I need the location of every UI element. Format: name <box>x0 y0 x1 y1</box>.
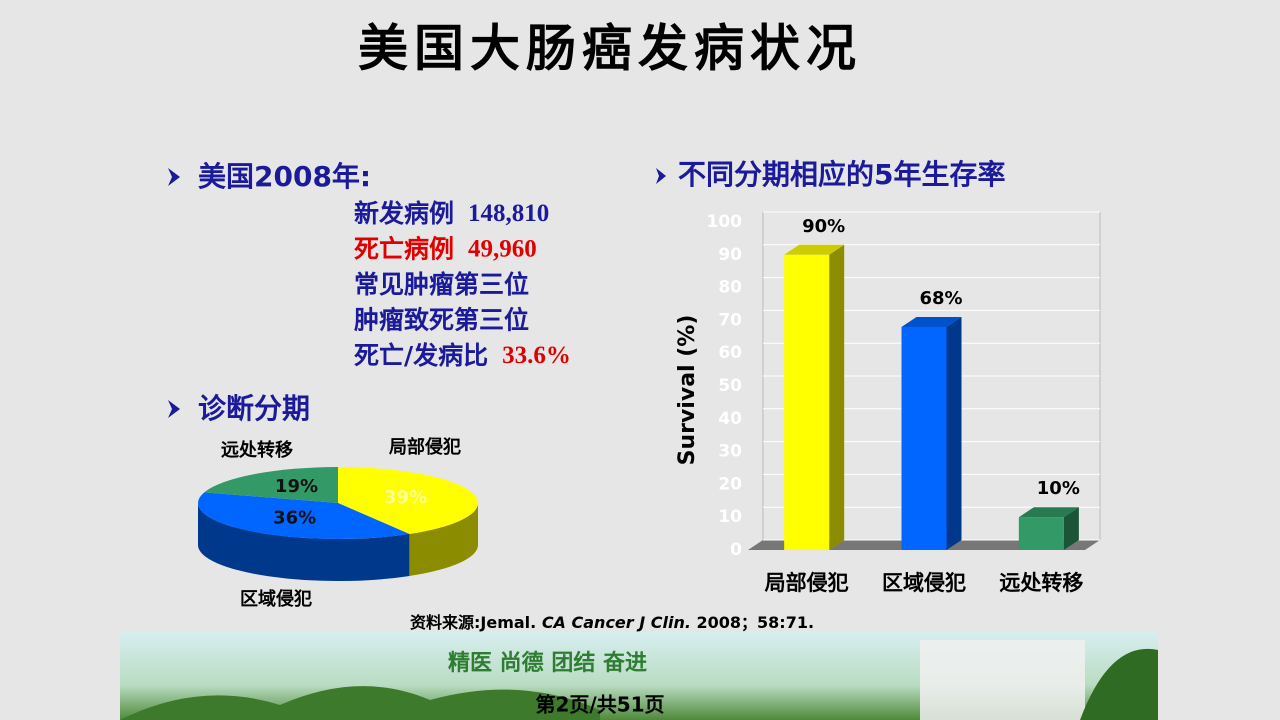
foliage <box>120 686 600 720</box>
y-tick-label: 0 <box>730 540 742 560</box>
stats-heading: 美国2008年: <box>198 160 371 193</box>
bar-side-shade <box>829 244 845 551</box>
source-part: CA Cancer J Clin. <box>542 613 691 632</box>
stats-label: 肿瘤致死第三位 <box>354 306 529 335</box>
bullet <box>168 400 180 418</box>
bar-top-shade <box>1018 507 1079 518</box>
pie-category-label: 局部侵犯 <box>389 436 461 458</box>
pie-slice <box>197 492 410 540</box>
x-tick-label: 远处转移 <box>999 571 1083 595</box>
stats-value: 49,960 <box>468 235 537 262</box>
pie-side <box>409 503 478 576</box>
y-tick-label: 90 <box>718 245 742 265</box>
y-tick-label: 60 <box>718 343 742 363</box>
source-part: 2008；58:71. <box>691 613 814 632</box>
x-tick-label: 区域侵犯 <box>882 571 966 595</box>
y-tick-label: 30 <box>718 442 742 462</box>
bar-side-shade <box>946 316 962 550</box>
chart-title: 诊断分期 <box>198 392 310 425</box>
y-tick-label: 80 <box>718 278 742 298</box>
bar-side <box>1063 507 1079 550</box>
stats-label: 常见肿瘤第三位 <box>354 270 529 299</box>
bar-top <box>1018 507 1079 518</box>
stats-line: 常见肿瘤第三位 <box>354 270 529 299</box>
stats-line: 肿瘤致死第三位 <box>354 306 529 335</box>
pie-value-label: 36% <box>273 508 316 529</box>
y-tick-label: 100 <box>707 212 743 232</box>
bar <box>1018 517 1064 550</box>
foliage <box>1080 648 1158 720</box>
bar-value-label: 68% <box>919 288 962 309</box>
bar-side <box>829 244 845 551</box>
x-tick-label: 局部侵犯 <box>765 571 849 595</box>
pie-slice <box>338 466 479 534</box>
bar-value-label: 10% <box>1037 478 1080 499</box>
bar-top <box>784 244 845 255</box>
y-tick-label: 20 <box>718 474 742 494</box>
pie-side <box>198 503 410 581</box>
stats-label: 死亡病例 <box>354 235 454 264</box>
pie-value-label: 19% <box>275 476 318 497</box>
stats-value: 33.6% <box>502 342 571 369</box>
bullets <box>168 168 666 418</box>
y-tick-label: 40 <box>718 409 742 429</box>
stats-line: 死亡/发病比 33.6% <box>354 341 571 370</box>
pie-category-label: 远处转移 <box>221 439 293 461</box>
y-tick-label: 70 <box>718 310 742 330</box>
y-axis-label: Survival (%) <box>675 315 700 466</box>
motto: 精医 尚德 团结 奋进 <box>448 650 647 676</box>
page-number: 第2页/共51页 <box>535 693 664 717</box>
bar <box>901 326 947 550</box>
bar-top <box>901 316 962 327</box>
bar <box>784 254 830 551</box>
stats-value: 148,810 <box>468 200 549 227</box>
hospital-building <box>920 640 1085 720</box>
pie-category-label: 区域侵犯 <box>240 588 312 610</box>
source: 资料来源:Jemal. CA Cancer J Clin. 2008；58:71… <box>410 613 814 632</box>
slide-title: 美国大肠癌发病状况 <box>358 20 862 78</box>
y-tick-label: 10 <box>718 507 742 527</box>
pie-value-label: 39% <box>384 487 427 508</box>
chart-title: 不同分期相应的5年生存率 <box>678 158 1005 191</box>
bullet <box>168 168 180 186</box>
bar-side-shade <box>1063 507 1079 550</box>
pie-side-shade <box>198 503 410 581</box>
bar-side <box>946 316 962 550</box>
stats-line: 死亡病例 49,960 <box>354 235 537 264</box>
stats-label: 死亡/发病比 <box>354 341 488 370</box>
source-part: 资料来源:Jemal. <box>410 613 542 632</box>
pie-slice <box>204 467 338 503</box>
stats-line: 新发病例 148,810 <box>354 199 549 228</box>
y-tick-label: 50 <box>718 376 742 396</box>
bar-value-label: 90% <box>802 216 845 237</box>
bar-top-shade <box>784 244 845 255</box>
stats-label: 新发病例 <box>354 199 454 228</box>
bullet <box>656 168 666 184</box>
bar-top-shade <box>901 316 962 327</box>
pie-side-shade <box>409 503 478 576</box>
